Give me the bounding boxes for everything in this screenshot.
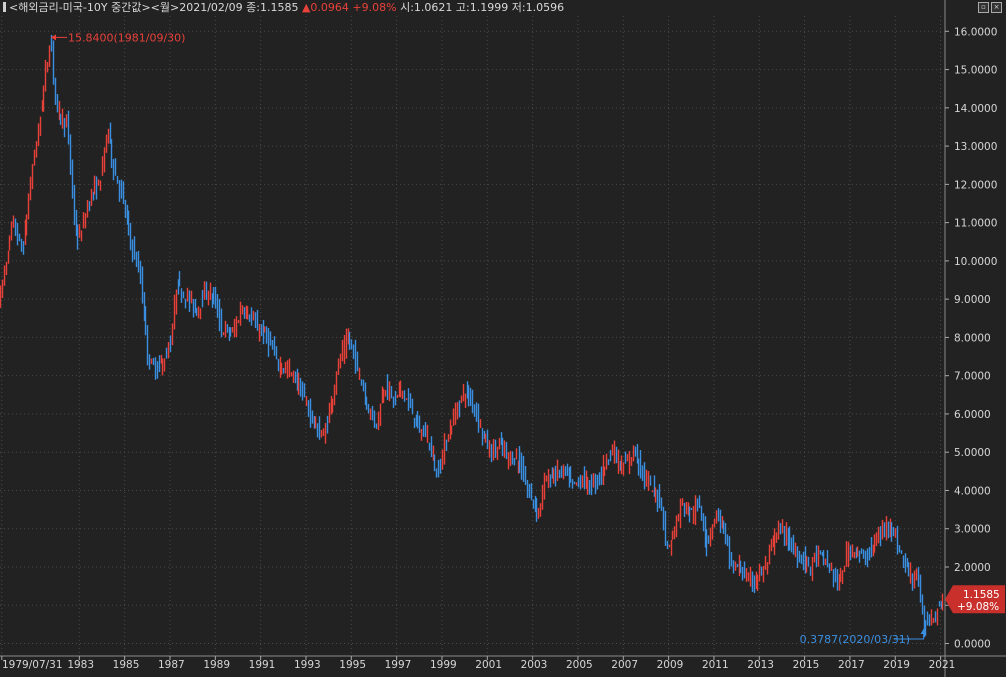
chart-period: <월> (150, 1, 180, 14)
restore-icon[interactable]: ▫ (978, 2, 989, 13)
badge-percent: +9.08% (957, 601, 999, 613)
chart-header: <해외금리-미국-10Y 중간값><월>2021/02/09 종:1.1585 … (0, 0, 980, 16)
x-tick-label: 2015 (793, 659, 820, 671)
y-axis: 16.0000 15.0000 14.0000 13.0000 12.0000 11.00… (945, 26, 997, 651)
last-value-badge: 1.1585+9.08% (945, 585, 1005, 614)
x-tick-label: 1985 (113, 659, 140, 671)
y-tick-label: 14.0000 (954, 103, 997, 115)
x-axis: 1979/07/31 1983 1985 1987 1989 1991 1993 1995 19… (1, 656, 956, 671)
low-annotation-label: 0.3787(2020/03/31) (800, 633, 910, 646)
y-tick-label: 2.0000 (954, 562, 991, 574)
chart-date: 2021/02/09 (179, 1, 243, 14)
y-tick-label: 8.0000 (954, 332, 991, 344)
header-marker-icon (3, 2, 6, 12)
x-tick-label: 1989 (203, 659, 230, 671)
chart-bars (0, 34, 944, 638)
x-tick-label: 2001 (475, 659, 502, 671)
x-tick-label: 1991 (249, 659, 276, 671)
change-value: ▲0.0964 (301, 1, 349, 14)
badge-shape (945, 585, 1005, 614)
y-tick-label: 0.0000 (954, 639, 991, 651)
y-tick-label: 5.0000 (954, 447, 991, 459)
y-tick-label: 10.0000 (954, 256, 997, 268)
y-tick-label: 12.0000 (954, 179, 997, 191)
x-tick-label: 2019 (883, 659, 910, 671)
y-tick-label: 4.0000 (954, 485, 991, 497)
y-tick-label: 3.0000 (954, 524, 991, 536)
x-tick-label: 1995 (339, 659, 366, 671)
x-tick-label: 2021 (929, 659, 956, 671)
x-tick-label: 1983 (67, 659, 94, 671)
chart-annotations: 15.8400(1981/09/30) 0.3787(2020/03/31) (50, 31, 927, 646)
x-tick-label: 2017 (838, 659, 865, 671)
high-annotation-label: 15.8400(1981/09/30) (68, 31, 185, 44)
badge-value: 1.1585 (963, 589, 1000, 601)
y-tick-label: 16.0000 (954, 26, 997, 38)
x-tick-label: 1997 (385, 659, 412, 671)
y-tick-label: 15.0000 (954, 65, 997, 77)
y-tick-label: 6.0000 (954, 409, 991, 421)
y-tick-label: 11.0000 (954, 218, 997, 230)
low-annotation-arrow (920, 629, 927, 635)
change-percent: +9.08% (352, 1, 397, 14)
chart-title: <해외금리-미국-10Y 중간값> (9, 1, 151, 14)
x-tick-label: 2013 (747, 659, 774, 671)
high-annotation-arrow (50, 34, 56, 41)
low-value: 저:1.0596 (511, 1, 565, 14)
close-icon[interactable]: × (991, 2, 1002, 13)
x-tick-label: 2009 (657, 659, 684, 671)
x-tick-label: 1999 (430, 659, 457, 671)
x-tick-label: 2005 (566, 659, 593, 671)
y-tick-label: 7.0000 (954, 371, 991, 383)
x-tick-label: 1993 (294, 659, 321, 671)
close-value: 종:1.1585 (246, 1, 299, 14)
window-controls: ▫ × (978, 2, 1002, 13)
x-tick-label: 2003 (521, 659, 548, 671)
x-tick-label: 1987 (158, 659, 185, 671)
open-value: 시:1.0621 (400, 1, 453, 14)
y-tick-label: 13.0000 (954, 141, 997, 153)
x-tick-label: 2007 (611, 659, 638, 671)
x-tick-label: 2011 (702, 659, 729, 671)
high-value: 고:1.1999 (455, 1, 509, 14)
y-tick-label: 9.0000 (954, 294, 991, 306)
x-tick-label: 1979/07/31 (2, 659, 63, 671)
